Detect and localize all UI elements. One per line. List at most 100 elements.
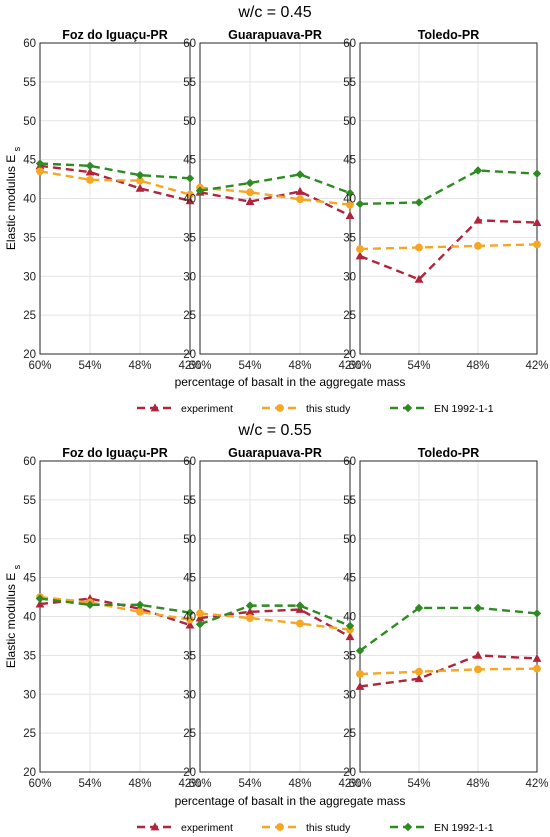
y-tick-label: 60 xyxy=(343,456,356,468)
legend-label: EN 1992-1-1 xyxy=(434,403,494,415)
y-tick-label: 60 xyxy=(343,38,356,50)
data-point-2 xyxy=(195,186,205,195)
data-point-0 xyxy=(85,167,95,176)
y-tick-label: 40 xyxy=(23,194,36,206)
y-tick-label: 60 xyxy=(183,456,196,468)
legend-marker-2 xyxy=(403,403,413,413)
y-axis-label: Elastic modulus E s xyxy=(4,146,22,250)
y-tick-label: 30 xyxy=(23,689,36,701)
legend-marker-1 xyxy=(276,823,284,831)
data-point-0 xyxy=(245,197,255,206)
y-tick-label: 25 xyxy=(343,310,356,322)
data-point-0 xyxy=(414,274,424,283)
legend-label: experiment xyxy=(181,822,233,834)
x-tick-label: 60% xyxy=(188,360,211,372)
series-line-1 xyxy=(359,243,538,251)
y-tick-label: 20 xyxy=(183,767,196,779)
data-point-0 xyxy=(355,251,365,260)
x-tick-label: 42% xyxy=(178,778,201,790)
data-point-2 xyxy=(245,178,255,188)
panel-0: 20 25 30 35 40 45 50 55 60 60% 54% 48% 42% Foz do Igu… xyxy=(23,28,201,372)
y-tick-label: 45 xyxy=(343,155,356,167)
y-tick-label: 45 xyxy=(23,573,36,585)
series-line-0 xyxy=(199,190,351,217)
y-tick-label: 40 xyxy=(343,612,356,624)
data-point-0 xyxy=(185,196,195,205)
series-line-2 xyxy=(199,173,351,195)
series-line-0 xyxy=(199,608,351,638)
x-tick-label: 42% xyxy=(525,778,548,790)
x-tick-label: 54% xyxy=(407,360,430,372)
data-point-1 xyxy=(36,167,44,176)
y-tick-label: 55 xyxy=(183,495,196,507)
legend-marker-2 xyxy=(403,822,413,832)
legend-label: experiment xyxy=(181,403,233,415)
data-point-1 xyxy=(136,176,144,185)
y-tick-label: 25 xyxy=(23,728,36,740)
series-line-2 xyxy=(359,169,538,206)
data-point-0 xyxy=(345,211,355,220)
y-tick-label: 30 xyxy=(23,271,36,283)
y-tick-label: 55 xyxy=(23,77,36,89)
data-point-0 xyxy=(295,186,305,195)
y-tick-label: 30 xyxy=(343,271,356,283)
series-line-0 xyxy=(39,597,191,627)
x-tick-label: 54% xyxy=(238,360,261,372)
data-point-0 xyxy=(135,183,145,192)
data-point-1 xyxy=(296,195,304,204)
y-tick-label: 35 xyxy=(23,232,36,244)
x-tick-label: 48% xyxy=(466,360,489,372)
x-tick-label: 48% xyxy=(288,360,311,372)
data-point-0 xyxy=(345,632,355,641)
y-tick-label: 55 xyxy=(343,495,356,507)
panel-2: 20 25 30 35 40 45 50 55 60 60% 54% 48% 42% Toledo-PR xyxy=(343,28,548,372)
legend: experiment this study EN 1992-1-1 xyxy=(137,822,494,834)
y-tick-label: 25 xyxy=(343,728,356,740)
panel-frame xyxy=(199,42,351,355)
panel-0: 20 25 30 35 40 45 50 55 60 60% 54% 48% 42% Foz do Igu… xyxy=(23,446,201,790)
data-point-1 xyxy=(474,242,482,250)
legend-marker-1 xyxy=(276,404,284,412)
y-tick-label: 20 xyxy=(23,767,36,779)
data-point-1 xyxy=(246,614,254,622)
y-tick-label: 30 xyxy=(183,689,196,701)
y-tick-label: 35 xyxy=(343,232,356,244)
y-tick-label: 55 xyxy=(23,495,36,507)
y-tick-label: 25 xyxy=(183,728,196,740)
x-tick-label: 60% xyxy=(188,778,211,790)
y-tick-label: 50 xyxy=(183,534,196,546)
y-tick-label: 50 xyxy=(343,116,356,128)
chart-title: w/c = 0.55 xyxy=(237,422,311,439)
data-point-1 xyxy=(533,240,541,249)
series-line-2 xyxy=(39,162,191,180)
data-point-0 xyxy=(532,653,542,662)
data-point-0 xyxy=(35,599,45,608)
legend-label: this study xyxy=(306,822,351,834)
data-point-0 xyxy=(473,215,483,224)
legend-label: this study xyxy=(306,403,351,415)
y-tick-label: 25 xyxy=(183,310,196,322)
data-point-2 xyxy=(295,170,305,179)
y-tick-label: 40 xyxy=(23,612,36,624)
data-point-0 xyxy=(245,607,255,616)
x-tick-label: 42% xyxy=(338,360,361,372)
data-point-1 xyxy=(415,667,423,676)
y-tick-label: 35 xyxy=(183,232,196,244)
x-tick-label: 54% xyxy=(78,360,101,372)
panel-title: Toledo-PR xyxy=(418,446,480,460)
data-point-2 xyxy=(35,594,45,603)
y-tick-label: 50 xyxy=(23,116,36,128)
series-line-2 xyxy=(39,597,191,614)
data-point-1 xyxy=(196,609,204,618)
data-point-2 xyxy=(414,603,424,613)
data-point-2 xyxy=(135,170,145,180)
y-tick-label: 45 xyxy=(23,155,36,167)
y-tick-label: 55 xyxy=(343,77,356,89)
data-point-1 xyxy=(415,243,423,252)
legend-label: EN 1992-1-1 xyxy=(434,822,494,834)
legend: experiment this study EN 1992-1-1 xyxy=(137,403,494,415)
chart-title: w/c = 0.45 xyxy=(237,4,311,21)
series-line-2 xyxy=(359,606,538,652)
data-point-0 xyxy=(185,620,195,629)
y-tick-label: 20 xyxy=(343,349,356,361)
